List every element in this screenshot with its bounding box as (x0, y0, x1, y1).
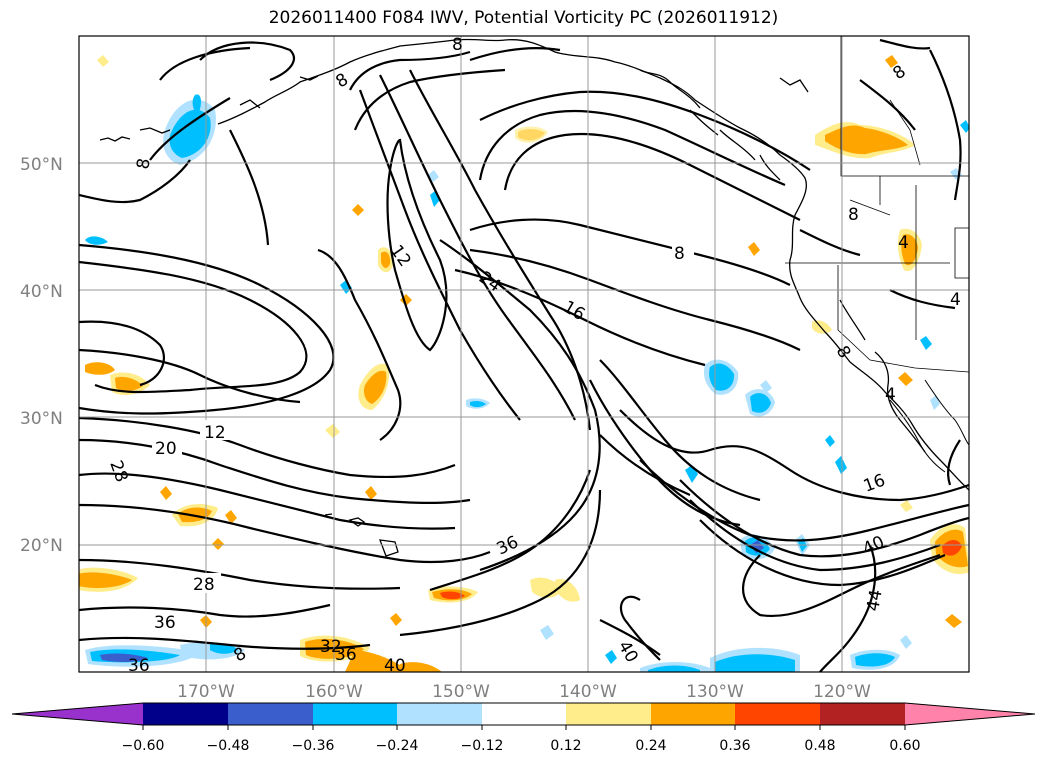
lon-label: 140°W (559, 682, 617, 702)
lat-label: 30°N (20, 409, 63, 429)
contour-label: 40 (384, 656, 406, 676)
colorbar-tick-label: −0.48 (207, 738, 250, 754)
colorbar-segment (566, 703, 651, 725)
lon-label: 130°W (686, 682, 744, 702)
colorbar-segment (397, 703, 482, 725)
contour-label: 28 (193, 575, 215, 595)
contour-label: 8 (674, 244, 685, 264)
colorbar-segment (820, 703, 905, 725)
colorbar-tick-label: 0.12 (550, 738, 581, 754)
colorbar-tick-label: 0.24 (635, 738, 666, 754)
contour-label: 36 (128, 656, 150, 676)
contour-label: 4 (950, 290, 961, 310)
contour-label: 8 (133, 157, 155, 171)
contour-label: 8 (452, 35, 463, 55)
baja-coast (889, 379, 969, 473)
contour-label: 36 (335, 645, 357, 665)
contour-label: 32 (320, 637, 342, 657)
lon-label: 160°W (305, 682, 363, 702)
political-borders (785, 36, 969, 373)
colorbar-segment (482, 703, 566, 725)
colorbar-segment (313, 703, 397, 725)
lon-label: 170°W (177, 682, 235, 702)
colorbar-tick-label: 0.48 (804, 738, 835, 754)
contour-label: 36 (154, 613, 176, 633)
colorbar-tick-label: −0.60 (122, 738, 165, 754)
colorbar-segment (905, 703, 1035, 725)
colorbar-segment (143, 703, 228, 725)
contour-label: 8 (848, 205, 859, 225)
lon-label: 150°W (432, 682, 490, 702)
colorbar: −0.60 −0.48 −0.36 −0.24 −0.12 0.12 0.24 … (11, 702, 1036, 754)
colorbar-segment (228, 703, 313, 725)
coastlines (99, 38, 969, 557)
contour-label: 44 (863, 588, 886, 613)
colorbar-tick-label: 0.60 (889, 738, 920, 754)
contour-label: 12 (204, 423, 226, 443)
lat-label: 40°N (20, 282, 63, 302)
lat-label: 20°N (20, 536, 63, 556)
colorbar-tick-label: 0.36 (719, 738, 750, 754)
contour-label: 20 (155, 439, 177, 459)
colorbar-tick-label: −0.36 (292, 738, 335, 754)
colorbar-tick-label: −0.24 (376, 738, 419, 754)
longitude-labels: 170°W 160°W 150°W 140°W 130°W 120°W (177, 682, 871, 702)
pv-contours (79, 38, 969, 672)
contour-label: 4 (885, 385, 896, 405)
colorbar-segment (12, 703, 143, 725)
graticule (79, 36, 969, 672)
contour-label: 4 (898, 233, 909, 253)
colorbar-tick-label: −0.12 (461, 738, 504, 754)
colorbar-segment (735, 703, 820, 725)
latitude-labels: 50°N 40°N 30°N 20°N (20, 155, 63, 556)
lon-label: 120°W (813, 682, 871, 702)
lat-label: 50°N (20, 155, 63, 175)
colorbar-segment (651, 703, 735, 725)
map-panel: 12 20 28 28 36 12 24 16 8 36 16 40 44 40… (78, 35, 970, 676)
map-title: 2026011400 F084 IWV, Potential Vorticity… (268, 8, 779, 28)
